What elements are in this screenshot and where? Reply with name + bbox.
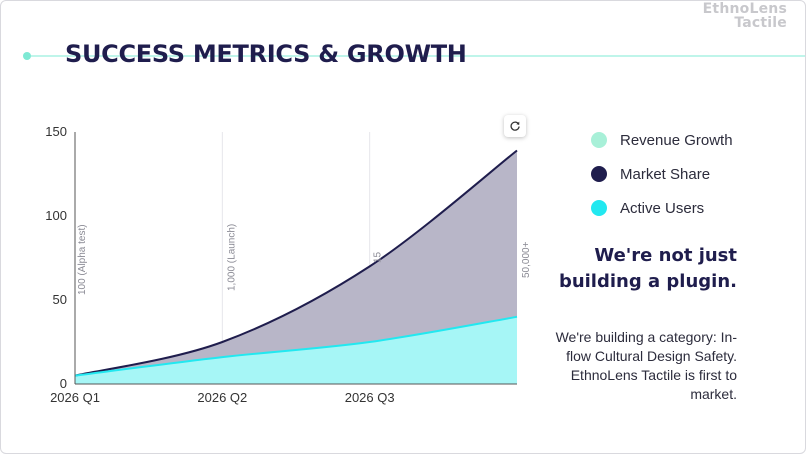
y-tick-label: 100 (45, 208, 67, 223)
logo-line-2: Tactile (734, 15, 787, 31)
accent-line (31, 55, 805, 57)
axis-layer: 0 50 100 150 2026 Q1 2026 Q2 2026 Q3 (45, 124, 517, 405)
data-annotation: 100 (Alpha test) (77, 224, 88, 295)
y-tick-label: 150 (45, 124, 67, 139)
refresh-icon (510, 121, 520, 131)
data-annotation: 1,000 (Launch) (226, 224, 237, 291)
legend-label: Market Share (620, 165, 711, 183)
series-area-market-share (75, 150, 517, 384)
logo-line-1: EthnoLens (702, 1, 787, 17)
data-annotation: 15 (373, 251, 384, 263)
legend-label: Active Users (620, 199, 705, 217)
series-line-active-users (74, 315, 518, 377)
legend-swatch (591, 200, 607, 216)
chart-legend: Revenue Growth Market Share Active Users (591, 123, 733, 225)
area-layer (74, 149, 518, 384)
legend-swatch (591, 132, 607, 148)
accent-dot (23, 52, 31, 60)
y-tick-label: 50 (53, 292, 67, 307)
body-text: We're building a category: In-flow Cultu… (555, 329, 737, 402)
x-tick-label: 2026 Q3 (345, 390, 395, 405)
page-title: SUCCESS METRICS & GROWTH (65, 40, 467, 68)
refresh-button[interactable] (504, 115, 526, 137)
tagline: We're not just building a plugin. (558, 245, 737, 292)
legend-item-revenue-growth: Revenue Growth (591, 123, 733, 157)
annotation-layer: 100 (Alpha test) 1,000 (Launch) 15 50,000+ (77, 224, 532, 295)
x-tick-label: 2026 Q2 (197, 390, 247, 405)
y-tick-label: 0 (60, 376, 67, 391)
logo: EthnoLens Tactile (703, 2, 787, 30)
series-line-market-share (74, 149, 518, 377)
legend-label: Revenue Growth (620, 131, 733, 149)
x-tick-label: 2026 Q1 (50, 390, 100, 405)
legend-swatch (591, 166, 607, 182)
legend-item-market-share: Market Share (591, 157, 733, 191)
data-annotation: 50,000+ (521, 241, 532, 278)
legend-item-active-users: Active Users (591, 191, 733, 225)
